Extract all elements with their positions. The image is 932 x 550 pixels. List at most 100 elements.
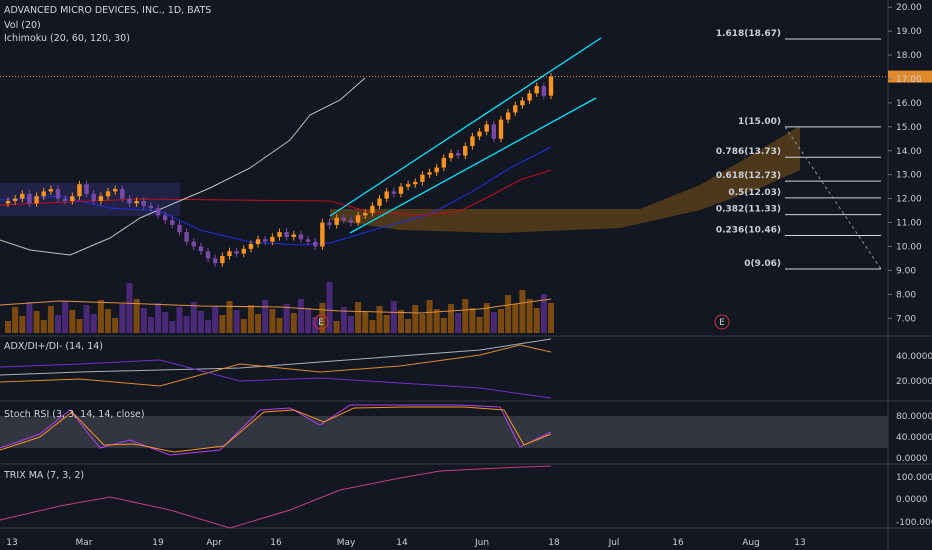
adx-legend[interactable]: ADX/DI+/DI- (14, 14): [4, 341, 103, 352]
candle-body: [348, 220, 354, 223]
volume-bar: [12, 307, 19, 333]
price-tick-label: 15.00: [896, 123, 922, 133]
earnings-marker-label: E: [719, 318, 725, 328]
volume-bar: [519, 290, 526, 333]
candle-body: [84, 184, 89, 194]
volume-bar: [526, 299, 533, 333]
stoch-k-line: [0, 404, 552, 456]
volume-bar: [362, 311, 369, 333]
volume-bar: [255, 314, 262, 333]
stoch-rsi-legend[interactable]: Stoch RSI (3, 3, 14, 14, close): [4, 409, 145, 420]
symbol-title[interactable]: ADVANCED MICRO DEVICES, INC., 1D, BATS: [4, 5, 212, 16]
price-tick-label: 17.00: [896, 75, 922, 85]
volume-bar: [40, 320, 47, 333]
volume-bar: [333, 321, 340, 333]
volume-bar: [369, 320, 376, 333]
candle-body: [34, 196, 39, 204]
candle-body: [305, 239, 311, 242]
candle-body: [541, 86, 547, 96]
ichimoku-cloud: [0, 126, 800, 233]
candle-body: [227, 251, 232, 257]
fib-level-label: 0(9.06): [744, 259, 781, 269]
time-axis[interactable]: 13 Mar 19 Apr 16 May 14 Jun 18 Jul 16 Aug 13: [6, 538, 805, 548]
candle-body: [5, 201, 11, 204]
adx-tick-label: 40.0000: [896, 352, 932, 362]
volume-bar: [319, 303, 326, 333]
time-tick-label: Aug: [742, 538, 760, 548]
fib-level-label: 1.618(18.67): [716, 29, 781, 39]
time-tick-label: 14: [396, 538, 408, 548]
volume-bar: [33, 311, 40, 333]
volume-bar: [226, 301, 233, 333]
volume-bar: [233, 310, 240, 333]
candle-body: [291, 234, 296, 237]
fib-level-label: 0.618(12.73): [716, 171, 781, 181]
volume-bar: [176, 307, 183, 333]
fib-trend-line: [784, 126, 882, 270]
candle-body: [148, 205, 154, 209]
candle-body: [484, 124, 489, 132]
time-tick-label: Apr: [206, 538, 222, 548]
candle-body: [212, 258, 218, 264]
price-axis[interactable]: 7.00 8.00 9.00 10.00 11.00 12.00 13.00 14.00 15.…: [888, 3, 932, 528]
trix-line: [0, 465, 552, 529]
candle-body: [420, 174, 425, 182]
fib-level-label: 0.236(10.46): [716, 225, 781, 235]
volume-bar: [240, 319, 247, 333]
candle-body: [413, 181, 418, 185]
volume-bar: [69, 310, 76, 333]
time-tick-label: 16: [672, 538, 684, 548]
volume-bar: [76, 319, 83, 333]
volume-bar: [462, 299, 469, 333]
volume-legend[interactable]: Vol (20): [4, 20, 41, 31]
volume-bar: [5, 321, 11, 333]
candle-body: [327, 222, 332, 225]
price-tick-label: 14.00: [896, 147, 922, 157]
volume-bar: [483, 303, 490, 333]
candle-body: [220, 256, 225, 264]
volume-bar: [376, 306, 383, 333]
candle-body: [77, 184, 82, 197]
volume-bar: [47, 306, 54, 333]
volume-bar: [19, 316, 26, 333]
volume-bar: [405, 319, 412, 333]
candle-body: [70, 196, 75, 201]
volume-bar: [355, 302, 362, 333]
trix-tick-label: -100.0000: [896, 518, 932, 528]
trix-tick-label: 0.0000: [896, 495, 928, 505]
candle-body: [248, 244, 254, 249]
current-price-tag: [888, 70, 932, 83]
candle-body: [398, 186, 404, 194]
ichimoku-legend[interactable]: Ichimoku (20, 60, 120, 30): [4, 33, 130, 44]
earnings-marker: [313, 314, 329, 330]
volume-bar: [455, 313, 462, 333]
price-tick-label: 9.00: [896, 266, 916, 276]
candle-body: [170, 220, 175, 225]
candle-body: [341, 217, 347, 221]
candle-body: [41, 191, 46, 197]
volume-bar: [247, 305, 254, 333]
candle-body: [527, 93, 532, 101]
volume-bar: [105, 309, 112, 333]
volume-bar: [126, 283, 133, 333]
fib-level-label: 0.786(13.73): [716, 147, 781, 157]
volume-bar: [447, 304, 454, 333]
candle-body: [377, 198, 382, 206]
fib-level-label: 1(15.00): [738, 117, 781, 127]
candle-body: [141, 201, 146, 206]
candle-body: [155, 208, 161, 216]
volume-bar: [133, 299, 140, 333]
candle-body: [534, 86, 539, 94]
volume-bar: [212, 306, 219, 333]
conversion-line: [0, 146, 552, 246]
candle-body: [134, 201, 139, 204]
volume-bar: [312, 317, 319, 333]
trix-legend[interactable]: TRIX MA (7, 3, 2): [4, 470, 85, 481]
candle-body: [91, 193, 96, 201]
volume-bar: [383, 315, 390, 333]
stoch-band: [0, 416, 888, 448]
candle-body: [313, 241, 318, 247]
volume-bar: [162, 312, 169, 333]
